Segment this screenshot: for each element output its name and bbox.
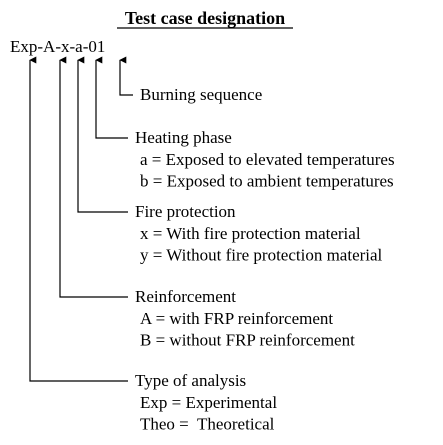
item-label: Type of analysis (135, 371, 246, 390)
item-option: x = With fire protection material (140, 224, 361, 243)
item-label: Burning sequence (140, 85, 262, 104)
item-label: Fire protection (135, 202, 236, 221)
item-option: Theo = Theoretical (140, 415, 275, 434)
item-label: Reinforcement (135, 287, 236, 306)
connector (77, 56, 128, 213)
connector (59, 56, 128, 298)
connector (29, 56, 128, 382)
item-option: y = Without fire protection material (140, 246, 383, 265)
item-option: B = without FRP reinforcement (140, 331, 355, 350)
code: Exp-A-x-a-01 (10, 37, 105, 56)
item-option: b = Exposed to ambient temperatures (140, 172, 394, 191)
connector (119, 56, 133, 96)
item-label: Heating phase (135, 128, 232, 147)
item-option: Exp = Experimental (140, 393, 277, 412)
connector (95, 56, 128, 139)
item-option: A = with FRP reinforcement (140, 309, 333, 328)
item-option: a = Exposed to elevated temperatures (140, 150, 395, 169)
title: Test case designation (125, 8, 285, 28)
